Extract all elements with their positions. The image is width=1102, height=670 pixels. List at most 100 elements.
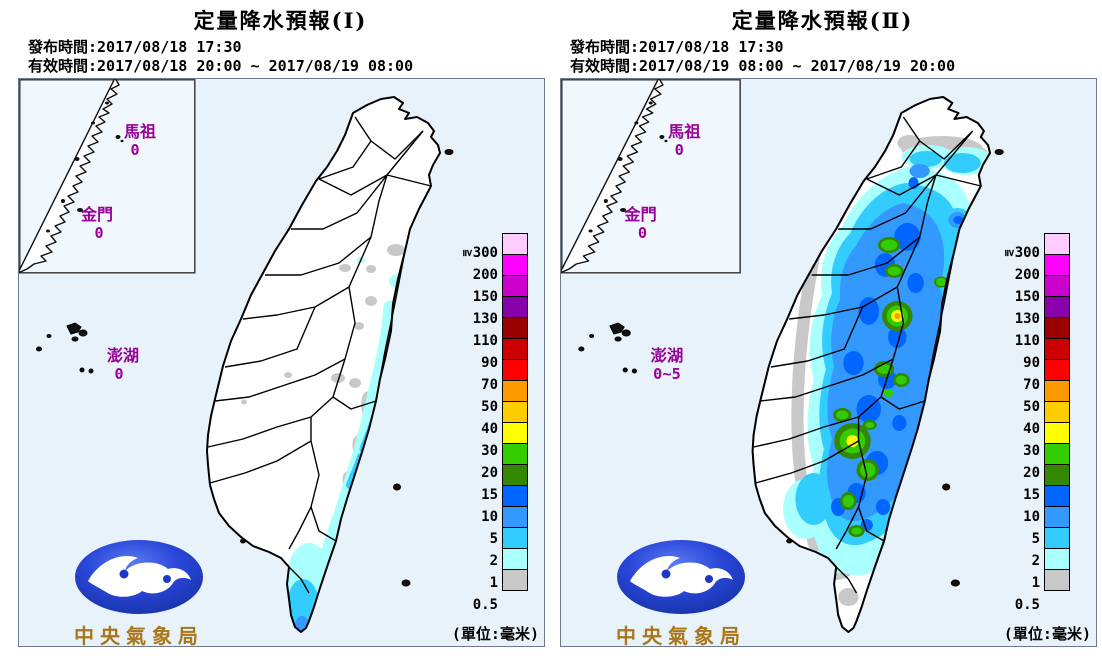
legend-color-box	[502, 485, 528, 507]
legend-labels: ≧300 200 150 130 110 90 70 50 40 30 20 1…	[449, 242, 502, 616]
panel1-title: 定量降水預報(Ⅰ)	[193, 8, 368, 33]
forecast-panel-1: 澎湖 0 馬祖 0 金門 0 ≧300 200 150 130 110 90 7…	[18, 78, 545, 649]
penghu-label: 澎湖	[107, 346, 139, 365]
legend-label: 200	[1014, 267, 1040, 283]
taiwan-map-panel2: 澎湖 0~5 馬祖 0 金門 0	[561, 79, 1004, 634]
kinmen-label: 金門	[80, 205, 113, 224]
legend-color-box	[1044, 506, 1070, 528]
penghu-islands	[578, 322, 637, 374]
rain-contours-period1	[211, 244, 424, 632]
penghu-value: 0~5	[653, 365, 681, 383]
rainfall-legend: ≧300 200 150 130 110 90 70 50 40 30 20 1…	[449, 233, 528, 613]
legend-label: 50	[1023, 399, 1040, 415]
legend-color-box	[502, 422, 528, 444]
legend-color-box	[1044, 401, 1070, 423]
legend-color-box	[502, 464, 528, 486]
panel2-issue-time: 發布時間:2017/08/18 17:30	[570, 38, 784, 56]
legend-label: 70	[481, 377, 498, 393]
legend-color-box	[502, 401, 528, 423]
legend-label: 2	[489, 553, 498, 569]
legend-color-box	[1044, 296, 1070, 318]
panel1-issue-time: 發布時間:2017/08/18 17:30	[28, 38, 242, 56]
legend-color-box	[502, 548, 528, 570]
cwb-logo-icon	[75, 540, 203, 614]
legend-color-box	[1044, 275, 1070, 297]
legend-label: 15	[1023, 487, 1040, 503]
china-coast-inset: 馬祖 0 金門 0	[561, 79, 741, 274]
matsu-value: 0	[675, 141, 684, 159]
legend-label: 150	[472, 289, 498, 305]
legend-label: 1	[489, 575, 498, 591]
cwb-logo-text: 中央氣象局	[74, 624, 204, 648]
legend-color-box	[502, 380, 528, 402]
panel2-valid-time: 有效時間:2017/08/19 08:00 ~ 2017/08/19 20:00	[570, 57, 956, 75]
legend-color-box	[1044, 422, 1070, 444]
legend-color-box	[502, 233, 528, 255]
legend-color-box	[1044, 485, 1070, 507]
legend-label: 20	[481, 465, 498, 481]
china-coast-inset: 馬祖 0 金門 0	[19, 79, 196, 274]
legend-color-box	[1044, 338, 1070, 360]
gte-icon: ≧	[462, 249, 477, 257]
cwb-logo: 中央氣象局	[72, 538, 206, 649]
legend-label: 150	[1014, 289, 1040, 305]
legend-color-box	[502, 443, 528, 465]
legend-color-box	[502, 338, 528, 360]
legend-color-box	[502, 296, 528, 318]
gte-icon: ≧	[1004, 249, 1019, 257]
legend-color-box	[502, 275, 528, 297]
matsu-label: 馬祖	[124, 122, 156, 141]
legend-label: 130	[472, 311, 498, 327]
legend-label: 0.5	[1014, 597, 1040, 613]
legend-label: 90	[481, 355, 498, 371]
legend-label: ≧300	[462, 242, 502, 264]
taiwan-map-panel1: 澎湖 0 馬祖 0 金門 0	[19, 79, 454, 633]
rain-contours-period2	[783, 135, 991, 606]
legend-label: 30	[481, 443, 498, 459]
rainfall-legend: ≧300 200 150 130 110 90 70 50 40 30 20 1…	[991, 233, 1070, 613]
legend-label: 15	[481, 487, 498, 503]
legend-color-box	[502, 317, 528, 339]
cwb-logo-text: 中央氣象局	[616, 624, 746, 648]
legend-color-box	[502, 527, 528, 549]
legend-color-box	[1044, 317, 1070, 339]
legend-label: 130	[1014, 311, 1040, 327]
kinmen-value: 0	[638, 224, 647, 242]
legend-color-box	[1044, 527, 1070, 549]
legend-labels: ≧300 200 150 130 110 90 70 50 40 30 20 1…	[991, 242, 1044, 616]
legend-color-box	[1044, 380, 1070, 402]
legend-label: 10	[1023, 509, 1040, 525]
legend-color-box	[502, 359, 528, 381]
cwb-logo-icon	[617, 540, 745, 614]
legend-color-box	[1044, 359, 1070, 381]
legend-label: 40	[481, 421, 498, 437]
unit-label: (單位:毫米)	[1003, 625, 1091, 643]
legend-color-box	[1044, 254, 1070, 276]
matsu-value: 0	[130, 141, 139, 159]
legend-label: 10	[481, 509, 498, 525]
matsu-label: 馬祖	[668, 122, 701, 141]
forecast-panel-2: 澎湖 0~5 馬祖 0 金門 0 ≧300 200 150 130 110 90…	[560, 78, 1097, 649]
legend-label: 5	[1031, 531, 1040, 547]
legend-color-box	[1044, 443, 1070, 465]
legend-color-scale	[1044, 233, 1070, 607]
legend-label: 90	[1023, 355, 1040, 371]
legend-label: 5	[489, 531, 498, 547]
cwb-logo: 中央氣象局	[614, 538, 748, 649]
legend-label: 70	[1023, 377, 1040, 393]
legend-label: ≧300	[1004, 242, 1044, 264]
legend-label: 110	[1014, 333, 1040, 349]
legend-label: 40	[1023, 421, 1040, 437]
legend-color-scale	[502, 233, 528, 607]
legend-color-box	[502, 254, 528, 276]
legend-color-box	[502, 569, 528, 591]
penghu-label: 澎湖	[651, 346, 684, 365]
legend-label: 20	[1023, 465, 1040, 481]
legend-color-box	[1044, 569, 1070, 591]
penghu-islands	[36, 322, 94, 374]
legend-label: 2	[1031, 553, 1040, 569]
panel2-title: 定量降水預報(Ⅱ)	[731, 8, 914, 33]
legend-color-box	[1044, 548, 1070, 570]
legend-color-box	[1044, 464, 1070, 486]
